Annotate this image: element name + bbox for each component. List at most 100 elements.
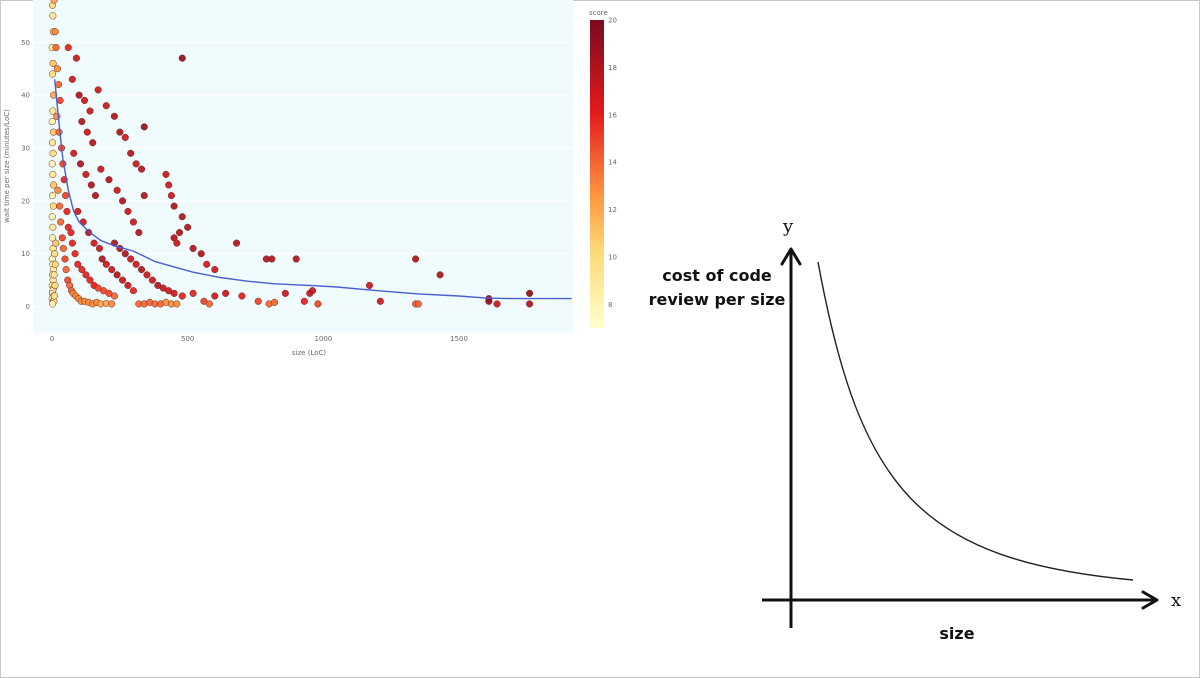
data-point [90, 239, 98, 247]
data-point [526, 289, 534, 297]
scatter-chart: 0 500 1000 1500 0 10 20 30 40 50 size (LoC) wait… [3, 0, 573, 357]
sketch-curve [817, 261, 1134, 581]
data-point [94, 86, 102, 94]
data-point [281, 289, 289, 297]
data-point [49, 12, 57, 20]
data-point [127, 149, 135, 157]
data-point [64, 44, 72, 52]
data-point [68, 75, 76, 83]
data-point [268, 255, 276, 263]
data-point [62, 266, 70, 274]
data-point [86, 107, 94, 115]
x-tick-label: 0 [50, 335, 54, 343]
data-point [170, 289, 178, 297]
data-point [254, 297, 262, 305]
data-point [75, 91, 83, 99]
colorbar-tick-label: 10 [608, 253, 617, 261]
data-point [414, 300, 422, 308]
colorbar: score 8 10 12 14 16 18 20 [589, 9, 617, 328]
data-point [49, 170, 57, 178]
data-point [97, 165, 105, 173]
data-point [102, 102, 110, 110]
data-point [189, 289, 197, 297]
sketch-x-label: size [939, 624, 974, 643]
x-tick-label: 1000 [314, 335, 332, 343]
sketch-y-letter: y [782, 216, 794, 237]
data-point [135, 229, 143, 237]
data-point [85, 229, 93, 237]
data-point [526, 300, 534, 308]
data-point [129, 218, 137, 226]
data-point [110, 292, 118, 300]
data-point [238, 292, 246, 300]
colorbar-tick-label: 14 [608, 159, 617, 167]
data-point [121, 133, 129, 141]
data-point [300, 297, 308, 305]
data-point [91, 192, 99, 200]
data-point [132, 260, 140, 268]
data-point [70, 149, 78, 157]
data-point [118, 276, 127, 284]
data-point [113, 186, 121, 194]
data-point [54, 81, 63, 89]
data-point [178, 54, 186, 62]
data-point [308, 287, 317, 295]
data-point [89, 139, 97, 147]
y-axis-title: wait time per size (minutes/LoC) [3, 109, 11, 223]
data-point [118, 197, 127, 205]
data-point [270, 298, 279, 306]
data-point [102, 260, 110, 268]
data-point [232, 239, 241, 247]
data-point [48, 213, 56, 221]
data-point [211, 292, 219, 300]
data-point [82, 271, 90, 279]
data-point [167, 192, 175, 200]
data-points [48, 0, 534, 308]
data-point [58, 234, 66, 242]
trend-line [54, 79, 572, 300]
data-point [148, 276, 156, 284]
data-point [57, 218, 65, 226]
data-point [436, 271, 444, 279]
data-point [50, 292, 58, 300]
y-tick-label: 30 [21, 145, 30, 153]
data-point [365, 281, 374, 289]
data-point [86, 276, 94, 284]
colorbar-gradient [590, 20, 604, 328]
x-axis-title: size (LoC) [292, 349, 326, 357]
y-tick-labels: 0 10 20 30 40 50 [21, 39, 30, 311]
sketch-y-label: cost of code review per size [649, 266, 786, 309]
colorbar-tick-label: 20 [608, 17, 617, 25]
data-point [137, 266, 146, 274]
data-point [132, 160, 140, 168]
data-point [197, 250, 205, 258]
data-point [48, 192, 57, 200]
sketch-y-arrowhead [780, 247, 802, 266]
data-point [292, 255, 300, 263]
y-tick-label: 50 [21, 39, 30, 47]
data-point [67, 229, 75, 237]
data-point [121, 250, 129, 258]
sketch-x-letter: x [1171, 590, 1181, 611]
data-point [53, 65, 61, 73]
data-point [76, 160, 85, 168]
data-point [50, 271, 58, 279]
data-point [78, 118, 86, 126]
data-point [72, 54, 80, 62]
data-point [68, 239, 76, 247]
data-point [51, 260, 59, 268]
data-point [137, 165, 146, 173]
y-tick-label: 0 [26, 303, 30, 311]
data-point [51, 250, 59, 258]
data-point [222, 289, 230, 297]
data-point [52, 44, 60, 52]
data-point [189, 244, 197, 252]
data-point [113, 271, 121, 279]
data-point [50, 181, 58, 189]
data-point [205, 300, 213, 308]
data-point [48, 70, 57, 78]
data-point [314, 300, 322, 308]
plot-background [33, 0, 573, 333]
data-point [162, 170, 170, 178]
